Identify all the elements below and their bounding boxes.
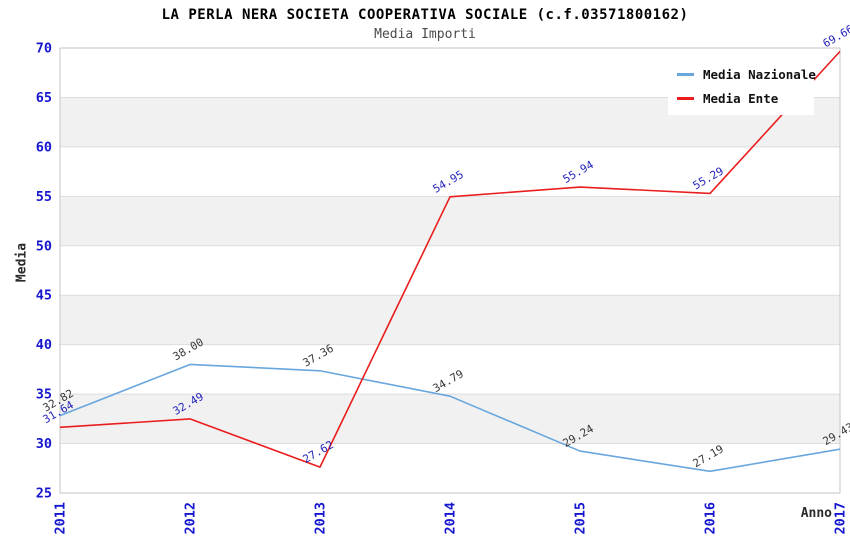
y-tick-label: 50 <box>36 238 52 254</box>
y-tick-label: 30 <box>36 436 52 452</box>
y-tick-label: 65 <box>36 90 52 106</box>
legend-item-media-nazionale: Media Nazionale <box>677 67 816 82</box>
data-point-label: 37.36 <box>301 342 336 370</box>
x-tick-label: 2013 <box>313 502 329 535</box>
data-point-label: 55.94 <box>561 158 597 186</box>
data-point-label: 34.79 <box>431 367 466 395</box>
y-tick-label: 60 <box>36 139 52 155</box>
x-tick-label: 2014 <box>443 502 459 535</box>
legend-item-media-ente: Media Ente <box>677 91 808 106</box>
data-point-label: 69.66 <box>821 22 850 50</box>
series-line <box>59 50 841 468</box>
y-tick-label: 45 <box>36 288 52 304</box>
y-tick-label: 35 <box>36 387 52 403</box>
y-tick-label: 25 <box>36 486 52 502</box>
x-tick-label: 2012 <box>183 502 199 535</box>
x-tick-label: 2011 <box>53 502 69 535</box>
legend: Media Nazionale Media Ente <box>668 56 816 115</box>
media-nazionale-line-swatch <box>677 73 694 76</box>
legend-label-media-nazionale: Media Nazionale <box>703 67 816 82</box>
chart-title: LA PERLA NERA SOCIETA COOPERATIVA SOCIAL… <box>161 7 689 23</box>
y-tick-label: 40 <box>36 337 52 353</box>
data-point-label: 55.29 <box>691 165 726 193</box>
y-tick-label: 55 <box>36 189 52 205</box>
x-tick-label: 2016 <box>703 502 719 535</box>
data-point-label: 54.95 <box>431 168 466 196</box>
x-axis-title: Anno <box>800 506 832 521</box>
legend-label-media-ente: Media Ente <box>703 91 779 106</box>
series-line <box>59 363 841 473</box>
chart-subtitle: Media Importi <box>374 27 476 42</box>
x-tick-label: 2017 <box>833 502 849 535</box>
media-ente-line-swatch <box>677 97 694 100</box>
data-point-label: 27.19 <box>691 442 726 470</box>
y-tick-label: 70 <box>36 41 52 57</box>
x-tick-label: 2015 <box>573 502 589 535</box>
